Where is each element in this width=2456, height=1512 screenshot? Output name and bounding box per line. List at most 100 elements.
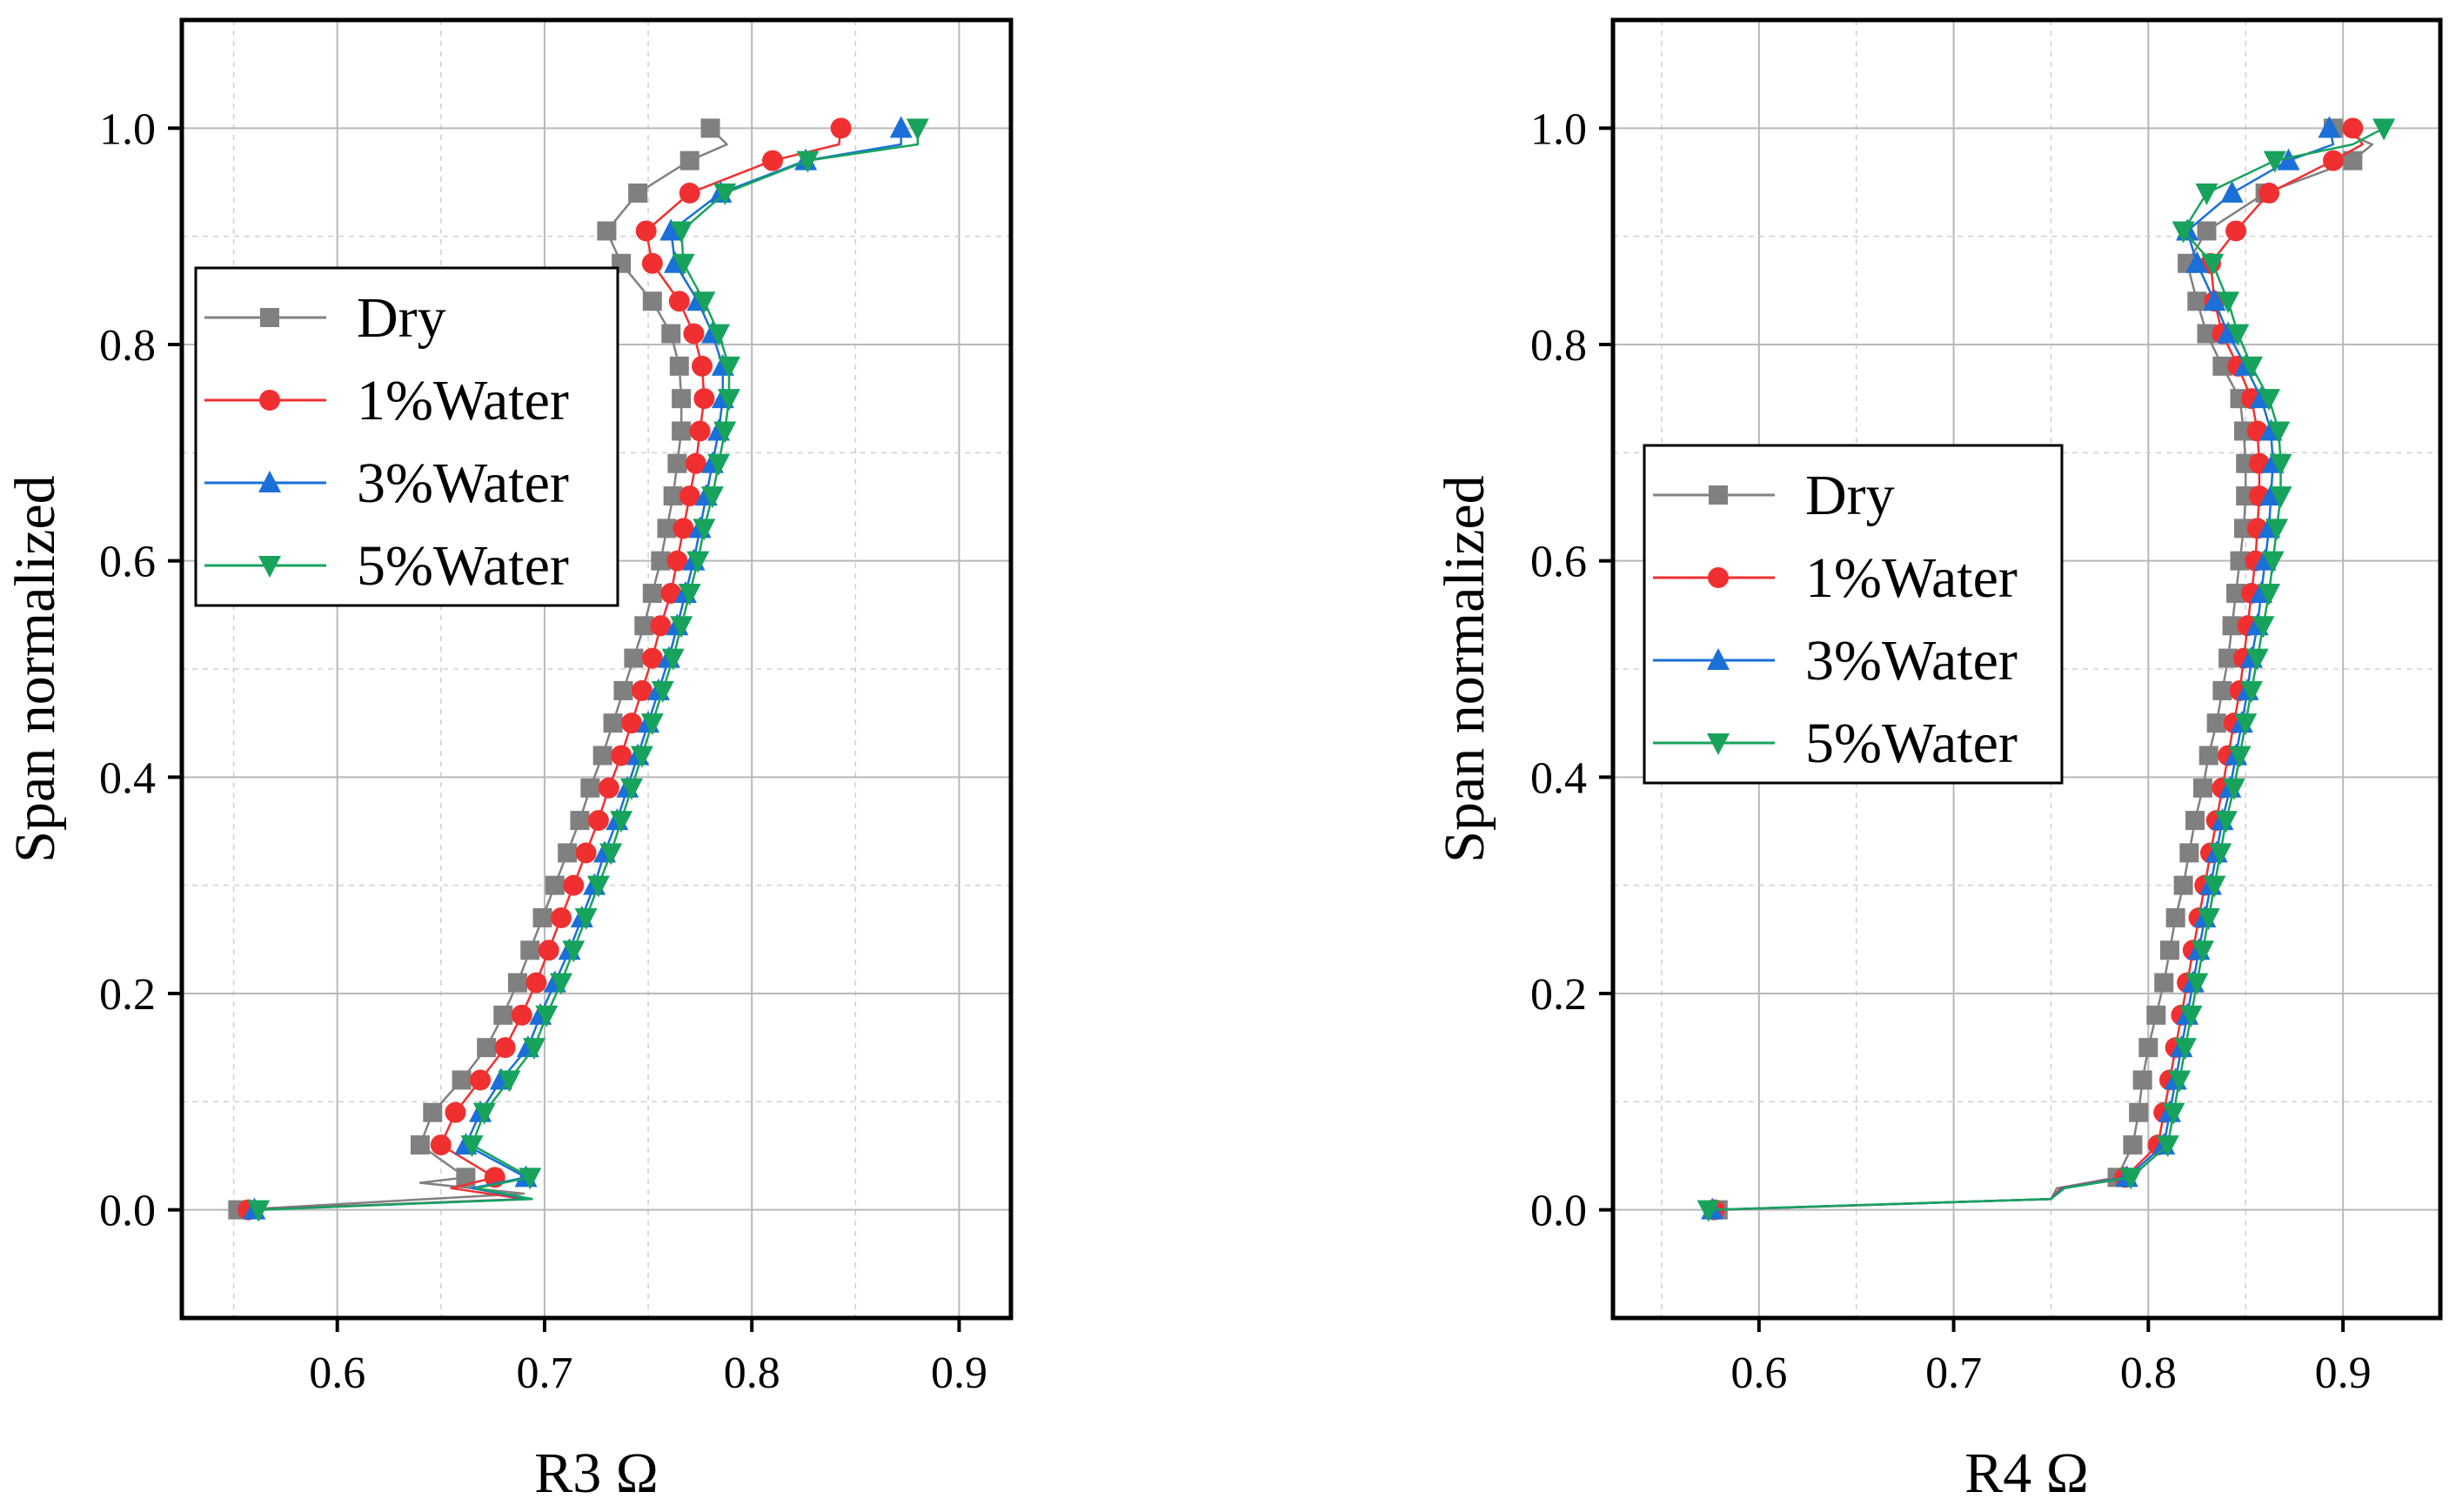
data-point xyxy=(611,745,632,766)
data-point xyxy=(2269,486,2292,509)
data-point xyxy=(635,220,657,242)
data-point xyxy=(679,485,700,507)
data-point xyxy=(550,907,572,928)
data-point xyxy=(669,356,689,376)
grid xyxy=(182,20,1011,1318)
data-point xyxy=(2132,1070,2152,1090)
data-point xyxy=(657,518,677,539)
data-point xyxy=(678,583,701,605)
data-point xyxy=(2192,940,2215,963)
data-point xyxy=(685,452,706,474)
data-point xyxy=(2342,117,2364,139)
data-point xyxy=(2225,220,2247,242)
data-point xyxy=(2172,221,2195,244)
x-tick-label: 0.9 xyxy=(931,1348,987,1398)
x-tick-label: 0.7 xyxy=(1925,1348,1982,1398)
data-point xyxy=(762,150,784,171)
data-point xyxy=(2234,713,2258,736)
data-point xyxy=(659,218,683,241)
data-point xyxy=(538,940,559,961)
data-point xyxy=(580,778,600,798)
y-tick-label: 0.2 xyxy=(1530,970,1587,1020)
data-point xyxy=(693,518,716,541)
chart-r4: 0.6 0.7 0.8 0.9 0.0 0.2 0.4 0.6 0.8 1.0 R4 Ω Span n… xyxy=(1433,17,2443,1505)
data-point xyxy=(549,973,572,995)
data-point xyxy=(2197,221,2217,241)
plot-area xyxy=(1696,116,2396,1222)
data-point xyxy=(830,117,852,139)
chart-r3: 0.6 0.7 0.8 0.9 0.0 0.2 0.4 0.6 0.8 1.0 R3 Ω Span n… xyxy=(3,17,1014,1505)
data-point xyxy=(477,1038,497,1058)
data-point xyxy=(558,843,578,863)
y-axis-label: Span normalized xyxy=(1433,475,1496,862)
y-tick-label: 0.8 xyxy=(1530,321,1587,371)
data-point xyxy=(2203,289,2226,311)
x-tick-label: 0.8 xyxy=(724,1348,780,1398)
data-point xyxy=(707,453,731,476)
data-point xyxy=(707,324,731,346)
y-axis-label: Span normalized xyxy=(3,475,67,862)
y-tick-label: 1.0 xyxy=(1530,104,1587,154)
data-point xyxy=(452,1070,472,1090)
plot-frame xyxy=(179,17,1014,1321)
data-point xyxy=(423,1102,443,1122)
x-tick-label: 0.6 xyxy=(1730,1348,1787,1398)
data-point xyxy=(2179,1005,2203,1027)
data-point xyxy=(2259,182,2280,204)
data-point xyxy=(532,907,552,927)
data-point xyxy=(2168,1070,2192,1093)
data-point xyxy=(2185,811,2205,831)
data-point xyxy=(2228,746,2252,768)
data-point xyxy=(2372,118,2396,141)
legend-swatch-marker xyxy=(260,308,279,327)
data-point xyxy=(717,389,740,411)
data-point xyxy=(430,1134,452,1156)
data-point xyxy=(689,420,711,442)
y-tick-label: 0.8 xyxy=(99,321,156,371)
legend: Dry 1%Water 3%Water 5%Water xyxy=(1643,444,2064,785)
data-point xyxy=(2179,843,2199,863)
data-point xyxy=(700,118,720,138)
data-point xyxy=(2123,1135,2143,1155)
data-point xyxy=(642,583,662,603)
data-point xyxy=(445,1101,466,1123)
data-point xyxy=(2187,291,2207,311)
data-point xyxy=(663,486,683,506)
y-tick-label: 1.0 xyxy=(99,104,156,154)
data-point xyxy=(2198,746,2218,766)
data-point xyxy=(2154,973,2174,993)
legend-item: 3%Water xyxy=(1653,629,2018,692)
legend: Dry 1%Water 3%Water 5%Water xyxy=(194,266,619,607)
data-point xyxy=(2206,713,2226,733)
data-point xyxy=(2239,356,2263,378)
legend-swatch-marker xyxy=(1708,567,1729,588)
y-tick-label: 0.0 xyxy=(99,1187,156,1236)
data-point xyxy=(686,551,710,573)
data-point xyxy=(2220,180,2244,203)
data-point xyxy=(597,221,617,241)
legend-swatch-marker xyxy=(1709,485,1728,505)
data-point xyxy=(592,746,612,766)
data-point xyxy=(2165,907,2185,927)
data-point xyxy=(661,324,681,344)
legend-label: 3%Water xyxy=(1805,629,2018,692)
data-point xyxy=(631,679,652,701)
legend-label: 1%Water xyxy=(357,369,569,432)
data-point xyxy=(2195,183,2218,205)
data-point xyxy=(1696,1200,1720,1222)
plot-frame xyxy=(1610,17,2443,1321)
data-point xyxy=(2197,324,2217,344)
data-point xyxy=(494,1037,516,1059)
axes: 0.6 0.7 0.8 0.9 0.0 0.2 0.4 0.6 0.8 1.0 xyxy=(99,104,987,1398)
legend-swatch-marker xyxy=(1707,648,1730,670)
data-point xyxy=(562,940,586,963)
data-point xyxy=(2222,778,2245,800)
data-point xyxy=(667,453,687,473)
data-point xyxy=(2318,116,2341,138)
data-point xyxy=(650,615,672,637)
data-point xyxy=(2185,251,2209,273)
data-point xyxy=(613,680,633,700)
data-point xyxy=(2173,875,2193,895)
data-point xyxy=(498,1070,521,1093)
data-point xyxy=(2193,778,2213,798)
